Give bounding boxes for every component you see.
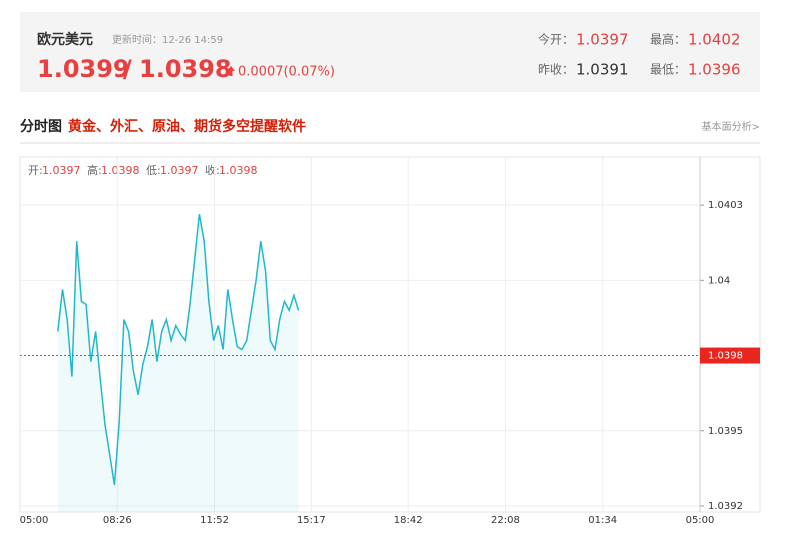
x-tick-label: 18:42 [394, 515, 423, 526]
up-arrow [227, 66, 235, 76]
last-price-label: 1.0398 [708, 351, 743, 362]
stat-label: 昨收： [538, 63, 574, 77]
price-area [57, 214, 299, 512]
x-tick-label: 08:26 [103, 515, 132, 526]
y-tick-label: 1.0395 [708, 426, 743, 437]
x-tick-label: 05:00 [20, 515, 49, 526]
x-tick-label: 15:17 [297, 515, 326, 526]
stat-value: 1.0402 [688, 31, 741, 49]
x-tick-label: 01:34 [588, 515, 617, 526]
last-price-box [700, 347, 760, 364]
price-change: 0.0007(0.07%) [238, 65, 335, 80]
symbol-name: 欧元美元 [37, 31, 93, 48]
x-tick-label: 22:08 [491, 515, 520, 526]
x-tick-label: 05:00 [686, 515, 715, 526]
ohlc-value: 1.0397 [160, 164, 199, 177]
stat-label: 最高： [650, 32, 686, 47]
quote-panel [20, 12, 760, 92]
ohlc-value: 1.0397 [42, 164, 81, 177]
ohlc-value: 1.0398 [101, 164, 140, 177]
x-tick-label: 11:52 [200, 515, 229, 526]
chart-frame [19, 156, 761, 513]
promo-link[interactable]: 黄金、外汇、原油、期货多空提醒软件 [68, 118, 306, 135]
stat-value: 1.0391 [576, 61, 629, 79]
stat-value: 1.0396 [688, 61, 741, 79]
section-title: 分时图 [20, 118, 62, 135]
y-tick-label: 1.0403 [708, 200, 743, 211]
stat-label: 今开： [538, 32, 574, 47]
update-time: 更新时间：12-26 14:59 [112, 33, 223, 46]
bid-price: 1.0399 [37, 55, 130, 83]
ohlc-label: 开: [28, 164, 43, 177]
ohlc-label: 收: [205, 163, 220, 177]
y-tick-label: 1.0392 [708, 501, 743, 512]
ohlc-label: 低: [146, 164, 161, 177]
ask-price: 1.0398 [139, 55, 232, 83]
price-separator: / [123, 55, 132, 83]
ohlc-label: 高: [87, 163, 102, 177]
stat-label: 最低： [650, 63, 686, 77]
stat-value: 1.0397 [576, 31, 629, 49]
y-tick-label: 1.04 [708, 275, 730, 286]
ohlc-value: 1.0398 [219, 164, 258, 177]
analysis-link[interactable]: 基本面分析> [702, 120, 760, 133]
